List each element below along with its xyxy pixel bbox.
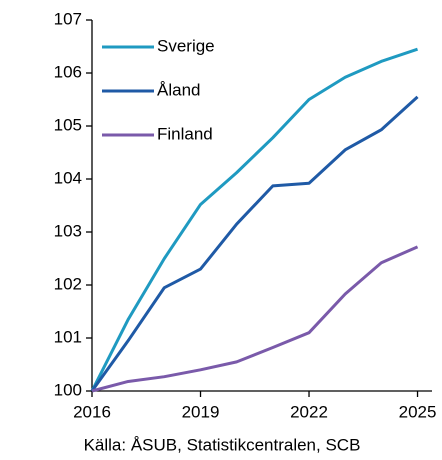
- legend-label: Finland: [157, 124, 213, 143]
- y-tick-label: 105: [54, 115, 82, 134]
- source-note: Källa: ÅSUB, Statistikcentralen, SCB: [84, 435, 361, 454]
- y-tick-label: 100: [54, 380, 82, 399]
- x-tick-label: 2025: [399, 402, 437, 421]
- legend-label: Sverige: [157, 36, 215, 55]
- y-tick-label: 101: [54, 327, 82, 346]
- series-line: [90, 47, 419, 392]
- y-tick-label: 106: [54, 62, 82, 81]
- x-tick-label: 2019: [182, 402, 220, 421]
- series-line: [91, 245, 419, 393]
- legend-label: Åland: [157, 80, 200, 99]
- x-tick-label: 2016: [73, 402, 111, 421]
- y-tick-label: 102: [54, 274, 82, 293]
- x-tick-label: 2022: [290, 402, 328, 421]
- y-tick-label: 104: [54, 168, 82, 187]
- y-tick-label: 107: [54, 9, 82, 28]
- y-tick-label: 103: [54, 221, 82, 240]
- series-line: [90, 95, 419, 392]
